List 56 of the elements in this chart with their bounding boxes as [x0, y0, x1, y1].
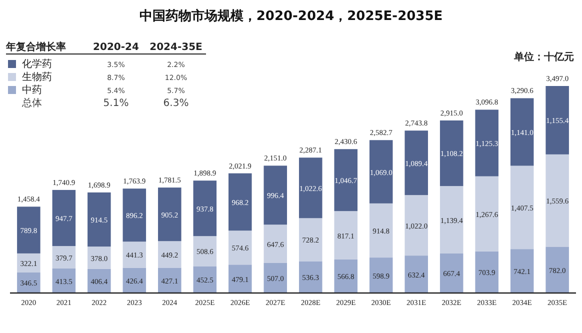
bar — [122, 188, 146, 242]
bar — [298, 261, 322, 293]
bar — [440, 253, 464, 293]
bar — [334, 149, 358, 212]
annotation: 5.1% — [103, 98, 129, 109]
bar — [158, 241, 182, 268]
bar — [475, 176, 498, 252]
bar — [228, 173, 252, 231]
bar — [193, 236, 217, 266]
bar — [546, 246, 569, 293]
bar — [546, 154, 569, 247]
legend-label: 中药 — [22, 84, 42, 96]
bar — [510, 166, 534, 250]
annotation: 6.3% — [163, 98, 189, 109]
bar — [510, 98, 534, 166]
legend-label: 生物药 — [22, 71, 52, 83]
bar — [228, 230, 252, 265]
bar — [298, 218, 322, 262]
bar — [88, 268, 111, 293]
bar — [264, 166, 288, 225]
bar — [404, 256, 428, 293]
bar — [475, 251, 498, 293]
bar — [17, 206, 40, 254]
bar — [546, 86, 569, 154]
bar — [369, 140, 393, 204]
bar — [52, 246, 76, 269]
text: 2024-35E — [150, 42, 203, 53]
bar — [475, 110, 498, 176]
bar — [122, 242, 146, 268]
bar — [228, 264, 252, 293]
bar — [334, 211, 358, 260]
bar — [17, 253, 40, 272]
bar — [298, 158, 322, 218]
bar — [334, 259, 358, 293]
bar — [158, 188, 182, 242]
y-axis-title: 单位：十亿元 — [513, 51, 574, 63]
bar — [52, 190, 76, 246]
annotation: 总体 — [21, 97, 42, 109]
chart-title: 中国药物市场规模，2020-2024，2025E-2035E — [139, 8, 443, 24]
bar — [440, 186, 464, 254]
bar — [440, 120, 464, 186]
text: 2020-24 — [93, 42, 139, 53]
bar — [193, 180, 217, 236]
legend-label: 化学药 — [22, 58, 52, 70]
bar — [369, 258, 393, 293]
bar — [369, 203, 393, 258]
bar — [510, 249, 534, 293]
bar — [264, 224, 288, 263]
bar — [88, 246, 111, 269]
bar — [158, 268, 182, 293]
bar — [264, 262, 288, 293]
text: 年复合增长率 — [5, 41, 66, 53]
bar — [404, 195, 428, 256]
bar — [404, 130, 428, 196]
bar — [88, 192, 111, 247]
bar — [193, 266, 217, 293]
